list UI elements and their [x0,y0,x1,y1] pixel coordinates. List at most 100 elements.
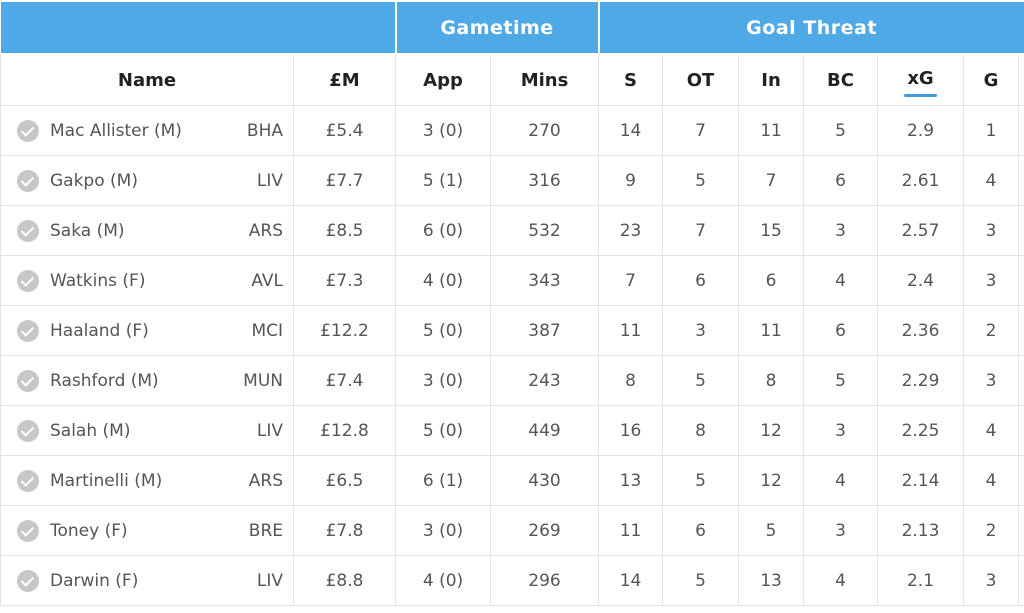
player-cell[interactable]: Rashford (M) MUN [0,355,294,406]
column-header-price[interactable]: £M [293,53,396,106]
column-header-name[interactable]: Name [0,53,294,106]
overflow-cell [1018,555,1024,606]
xg-cell: 2.1 [877,555,965,606]
xg-cell: 2.13 [877,505,965,556]
player-cell[interactable]: Haaland (F) MCI [0,305,294,356]
player-cell[interactable]: Mac Allister (M) BHA [0,105,294,156]
player-name[interactable]: Watkins (F) [50,270,146,291]
check-circle-icon[interactable] [17,119,39,142]
column-header-app[interactable]: App [395,53,491,106]
app-cell: 6 (0) [395,205,491,256]
player-cell-inner: Rashford (M) MUN [2,369,293,392]
group-header-spacer [0,0,397,55]
app-cell: 5 (0) [395,405,491,456]
table-row[interactable]: Watkins (F) AVL £7.3 4 (0) 343 7 6 6 4 2… [0,255,1024,306]
overflow-cell [1018,455,1024,506]
shots-cell: 14 [598,105,664,156]
table-row[interactable]: Salah (M) LIV £12.8 5 (0) 449 16 8 12 3 … [0,405,1024,456]
goals-cell: 4 [963,455,1020,506]
in-box-cell: 13 [738,555,805,606]
player-cell[interactable]: Darwin (F) LIV [0,555,294,606]
group-header-row: Gametime Goal Threat [0,0,1024,55]
table-row[interactable]: Martinelli (M) ARS £6.5 6 (1) 430 13 5 1… [0,455,1024,506]
price-cell: £7.4 [293,355,396,406]
check-circle-icon[interactable] [17,219,39,242]
player-name[interactable]: Mac Allister (M) [50,120,182,141]
price-cell: £12.2 [293,305,396,356]
price-cell: £6.5 [293,455,396,506]
in-box-cell: 5 [738,505,805,556]
xg-cell: 2.36 [877,305,965,356]
check-circle-icon[interactable] [17,419,39,442]
player-name[interactable]: Saka (M) [50,220,125,241]
app-cell: 3 (0) [395,105,491,156]
column-header-xg-label: xG [904,67,937,97]
player-cell[interactable]: Gakpo (M) LIV [0,155,294,206]
table-row[interactable]: Haaland (F) MCI £12.2 5 (0) 387 11 3 11 … [0,305,1024,356]
player-cell-inner: Martinelli (M) ARS [2,469,293,492]
check-circle-icon[interactable] [17,269,39,292]
check-circle-icon[interactable] [17,319,39,342]
on-target-cell: 7 [662,105,740,156]
on-target-cell: 5 [662,155,740,206]
column-header-on-target[interactable]: OT [662,53,740,106]
table-row[interactable]: Saka (M) ARS £8.5 6 (0) 532 23 7 15 3 2.… [0,205,1024,256]
player-name[interactable]: Toney (F) [50,520,128,541]
column-header-shots[interactable]: S [598,53,664,106]
player-team: ARS [248,470,283,491]
player-name[interactable]: Salah (M) [50,420,131,441]
in-box-cell: 11 [738,105,805,156]
price-cell: £8.5 [293,205,396,256]
player-name[interactable]: Rashford (M) [50,370,159,391]
xg-cell: 2.4 [877,255,965,306]
column-header-big-chances[interactable]: BC [803,53,879,106]
group-header-gametime: Gametime [394,0,600,55]
goals-cell: 2 [963,505,1020,556]
player-name[interactable]: Darwin (F) [50,570,139,591]
player-cell[interactable]: Martinelli (M) ARS [0,455,294,506]
goals-cell: 4 [963,155,1020,206]
table-row[interactable]: Rashford (M) MUN £7.4 3 (0) 243 8 5 8 5 … [0,355,1024,406]
table-row[interactable]: Toney (F) BRE £7.8 3 (0) 269 11 6 5 3 2.… [0,505,1024,556]
price-cell: £7.7 [293,155,396,206]
shots-cell: 23 [598,205,664,256]
player-name[interactable]: Haaland (F) [50,320,149,341]
player-name[interactable]: Gakpo (M) [50,170,138,191]
check-circle-icon[interactable] [17,469,39,492]
column-header-xg-text: xG [907,67,934,89]
player-cell[interactable]: Toney (F) BRE [0,505,294,556]
check-circle-icon[interactable] [17,569,39,592]
mins-cell: 316 [489,155,600,206]
player-cell[interactable]: Watkins (F) AVL [0,255,294,306]
on-target-cell: 5 [662,555,740,606]
column-header-in-box[interactable]: In [738,53,805,106]
price-cell: £7.8 [293,505,396,556]
mins-cell: 296 [489,555,600,606]
player-team: LIV [256,420,283,441]
check-circle-icon[interactable] [17,369,39,392]
player-cell[interactable]: Salah (M) LIV [0,405,294,456]
mins-cell: 343 [489,255,600,306]
player-name[interactable]: Martinelli (M) [50,470,163,491]
column-header-overflow [1018,53,1024,106]
player-team: AVL [251,270,283,291]
check-circle-icon[interactable] [17,519,39,542]
shots-cell: 8 [598,355,664,406]
player-cell-inner: Watkins (F) AVL [2,269,293,292]
shots-cell: 11 [598,305,664,356]
column-header-goals[interactable]: G [963,53,1020,106]
column-header-xg[interactable]: xG [877,53,965,106]
player-cell-inner: Salah (M) LIV [2,419,293,442]
app-cell: 5 (0) [395,305,491,356]
on-target-cell: 7 [662,205,740,256]
table-row[interactable]: Gakpo (M) LIV £7.7 5 (1) 316 9 5 7 6 2.6… [0,155,1024,206]
check-circle-icon[interactable] [17,169,39,192]
player-cell[interactable]: Saka (M) ARS [0,205,294,256]
app-cell: 3 (0) [395,355,491,406]
column-header-mins[interactable]: Mins [489,53,600,106]
big-chances-cell: 3 [803,205,879,256]
table-row[interactable]: Darwin (F) LIV £8.8 4 (0) 296 14 5 13 4 … [0,555,1024,606]
table-row[interactable]: Mac Allister (M) BHA £5.4 3 (0) 270 14 7… [0,105,1024,156]
xg-cell: 2.25 [877,405,965,456]
